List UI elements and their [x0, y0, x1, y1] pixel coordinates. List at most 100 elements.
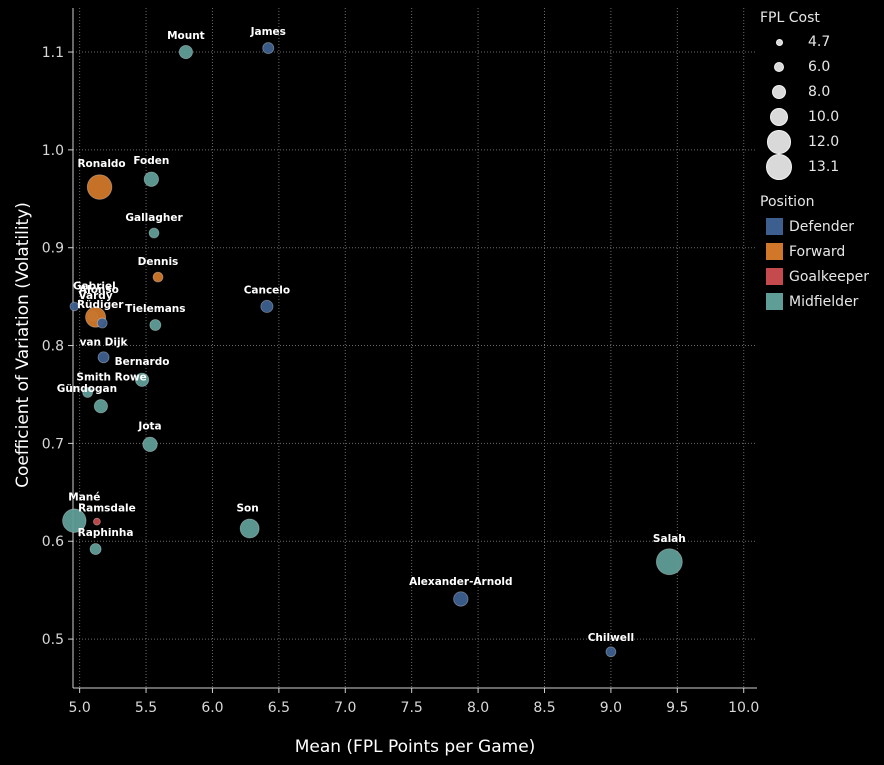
size-legend-bubble: [771, 84, 787, 100]
y-tick-label: 0.5: [42, 632, 64, 648]
y-axis-title: Coefficient of Variation (Volatility): [13, 202, 33, 488]
y-tick-label: 1.1: [42, 45, 64, 61]
point-label: Raphinha: [78, 527, 134, 539]
point-bernardo[interactable]: [134, 372, 150, 387]
size-legend: 4.7 6.0 8.0 10.0 12.0 13.1: [760, 30, 880, 180]
color-legend-label: Goalkeeper: [789, 268, 869, 285]
color-legend-swatch: [766, 218, 783, 235]
point-label: James: [250, 26, 286, 38]
size-legend-item: 12.0: [760, 130, 880, 155]
point-label: Mané: [68, 492, 100, 504]
point-salah[interactable]: [655, 548, 683, 576]
point-chilwell[interactable]: [605, 646, 617, 658]
point-label: Tielemans: [125, 303, 185, 315]
point-son[interactable]: [239, 518, 260, 539]
size-legend-bubble: [769, 107, 789, 127]
point-label: Gabriel: [73, 280, 116, 292]
size-legend-label: 6.0: [808, 59, 831, 75]
color-legend-label: Midfielder: [789, 293, 859, 310]
chart-legend: FPL Cost 4.7 6.0 8.0 10.0 12.0 13.1 Position …: [760, 10, 880, 314]
point-label: Alexander-Arnold: [409, 576, 512, 588]
point-r-diger[interactable]: [96, 317, 108, 329]
size-legend-item: 6.0: [760, 55, 880, 80]
point-g-ndogan[interactable]: [93, 399, 108, 414]
color-legend-item[interactable]: Goalkeeper: [760, 264, 880, 289]
point-label: Chilwell: [588, 632, 634, 644]
point-label: Mount: [167, 30, 205, 42]
size-legend-label: 10.0: [808, 109, 840, 125]
x-tick-label: 6.5: [268, 700, 290, 716]
x-tick-label: 9.5: [666, 700, 688, 716]
point-label: Ramsdale: [78, 503, 136, 515]
color-legend-swatch: [766, 268, 783, 285]
size-legend-label: 4.7: [808, 34, 831, 50]
size-legend-item: 10.0: [760, 105, 880, 130]
point-ramsdale[interactable]: [93, 517, 101, 526]
point-label: Rüdiger: [77, 299, 124, 311]
point-foden[interactable]: [143, 171, 159, 187]
x-tick-label: 10.0: [728, 700, 759, 716]
point-james[interactable]: [262, 42, 275, 55]
point-jota[interactable]: [142, 436, 158, 453]
point-label: Dennis: [138, 256, 179, 268]
size-legend-bubble: [774, 62, 784, 72]
grid-lines: [73, 8, 757, 688]
point-label: Vardy: [78, 290, 112, 302]
point-label: Foden: [133, 155, 169, 167]
point-tielemans[interactable]: [149, 319, 162, 331]
point-alexander-arnold[interactable]: [453, 591, 469, 607]
point-gallagher[interactable]: [148, 227, 160, 239]
size-legend-label: 13.1: [808, 159, 840, 175]
color-legend: Defender Forward Goalkeeper Midfielder: [760, 214, 880, 314]
size-legend-label: 12.0: [808, 134, 840, 150]
size-legend-item: 8.0: [760, 80, 880, 105]
point-ronaldo[interactable]: [86, 174, 113, 200]
x-tick-label: 9.0: [600, 700, 622, 716]
point-label: Bernardo: [115, 356, 170, 368]
size-legend-bubble: [775, 38, 783, 46]
point-dennis[interactable]: [152, 271, 164, 283]
point-gabriel[interactable]: [69, 301, 80, 312]
color-legend-item[interactable]: Midfielder: [760, 289, 880, 314]
point-label: Gündogan: [57, 383, 117, 395]
x-tick-label: 6.0: [201, 700, 223, 716]
point-label: Cancelo: [244, 284, 290, 296]
size-legend-label: 8.0: [808, 84, 831, 100]
x-tick-label: 8.5: [533, 700, 555, 716]
y-tick-label: 0.6: [42, 534, 64, 550]
axes: 5.0 5.5 6.0 6.5 7.0 7.5 8.0 8.5 9.0 9.5 10.0 0.5 0.6…: [42, 8, 759, 716]
data-points: [62, 42, 683, 658]
color-legend-label: Defender: [789, 218, 855, 235]
point-raphinha[interactable]: [89, 543, 102, 556]
point-cancelo[interactable]: [260, 299, 274, 313]
x-tick-label: 7.5: [401, 700, 423, 716]
point-label: Ronaldo: [77, 158, 125, 170]
point-man-[interactable]: [62, 508, 87, 533]
size-legend-bubble: [766, 154, 792, 180]
size-legend-bubble: [767, 130, 791, 154]
point-label: Jota: [137, 420, 161, 432]
color-legend-item[interactable]: Forward: [760, 239, 880, 264]
color-legend-item[interactable]: Defender: [760, 214, 880, 239]
point-label: Smith Rowe: [76, 372, 146, 384]
size-legend-item: 13.1: [760, 154, 880, 180]
x-tick-label: 8.0: [467, 700, 489, 716]
color-legend-swatch: [766, 243, 783, 260]
y-tick-label: 1.0: [42, 143, 64, 159]
point-label: Alonso: [79, 284, 119, 296]
point-van-dijk[interactable]: [97, 351, 110, 364]
x-tick-label: 5.5: [135, 700, 157, 716]
size-legend-item: 4.7: [760, 30, 880, 55]
point-label: Salah: [653, 533, 686, 545]
y-tick-label: 0.8: [42, 339, 64, 355]
y-tick-label: 0.9: [42, 241, 64, 257]
y-tick-label: 0.7: [42, 436, 64, 452]
color-legend-title: Position: [760, 194, 815, 210]
point-label: Gallagher: [125, 212, 183, 224]
x-tick-label: 7.0: [334, 700, 356, 716]
point-label: van Dijk: [80, 336, 129, 348]
point-mount[interactable]: [178, 44, 193, 60]
x-axis-title: Mean (FPL Points per Game): [295, 737, 536, 757]
point-smith-rowe[interactable]: [82, 387, 93, 398]
